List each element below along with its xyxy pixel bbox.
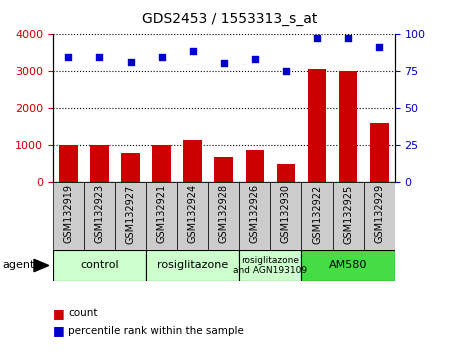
Point — [251, 56, 258, 62]
Text: control: control — [80, 261, 119, 270]
Bar — [333, 182, 364, 250]
Text: count: count — [68, 308, 97, 318]
Point — [375, 44, 383, 50]
Text: percentile rank within the sample: percentile rank within the sample — [68, 326, 244, 336]
Bar — [115, 182, 146, 250]
Text: GSM132927: GSM132927 — [125, 184, 135, 244]
Bar — [121, 153, 140, 182]
Bar — [208, 182, 239, 250]
Text: GSM132926: GSM132926 — [250, 184, 260, 244]
Text: GSM132929: GSM132929 — [374, 184, 384, 244]
Bar — [339, 71, 358, 182]
Text: rosiglitazone: rosiglitazone — [157, 261, 228, 270]
Bar — [152, 145, 171, 182]
Point — [65, 55, 72, 60]
Text: ■: ■ — [53, 307, 65, 320]
Bar — [239, 250, 302, 281]
Bar — [214, 157, 233, 182]
Text: GSM132928: GSM132928 — [219, 184, 229, 244]
Text: ■: ■ — [53, 325, 65, 337]
Point — [96, 55, 103, 60]
Point — [220, 61, 228, 66]
Bar — [364, 182, 395, 250]
Bar — [90, 145, 109, 182]
Point — [158, 55, 165, 60]
Point — [344, 35, 352, 41]
Bar — [146, 182, 177, 250]
Bar — [53, 250, 146, 281]
Text: GSM132921: GSM132921 — [157, 184, 167, 244]
Text: GSM132925: GSM132925 — [343, 184, 353, 244]
Point — [189, 48, 196, 54]
Text: GDS2453 / 1553313_s_at: GDS2453 / 1553313_s_at — [142, 12, 317, 27]
Bar — [302, 250, 395, 281]
Point — [127, 59, 134, 65]
Text: GSM132930: GSM132930 — [281, 184, 291, 243]
Bar — [146, 250, 239, 281]
Bar — [270, 182, 302, 250]
Bar — [177, 182, 208, 250]
Text: agent: agent — [2, 261, 35, 270]
Bar — [59, 145, 78, 182]
Text: rosiglitazone
and AGN193109: rosiglitazone and AGN193109 — [233, 256, 308, 275]
Bar — [370, 123, 388, 182]
Polygon shape — [34, 259, 49, 272]
Bar — [277, 164, 295, 182]
Bar — [308, 69, 326, 182]
Bar — [246, 150, 264, 182]
Text: GSM132919: GSM132919 — [63, 184, 73, 243]
Bar — [84, 182, 115, 250]
Point — [282, 68, 290, 74]
Bar — [53, 182, 84, 250]
Text: GSM132924: GSM132924 — [188, 184, 198, 244]
Bar — [302, 182, 333, 250]
Bar — [239, 182, 270, 250]
Text: AM580: AM580 — [329, 261, 367, 270]
Bar — [183, 139, 202, 182]
Point — [313, 35, 321, 41]
Text: GSM132922: GSM132922 — [312, 184, 322, 244]
Text: GSM132923: GSM132923 — [95, 184, 104, 244]
